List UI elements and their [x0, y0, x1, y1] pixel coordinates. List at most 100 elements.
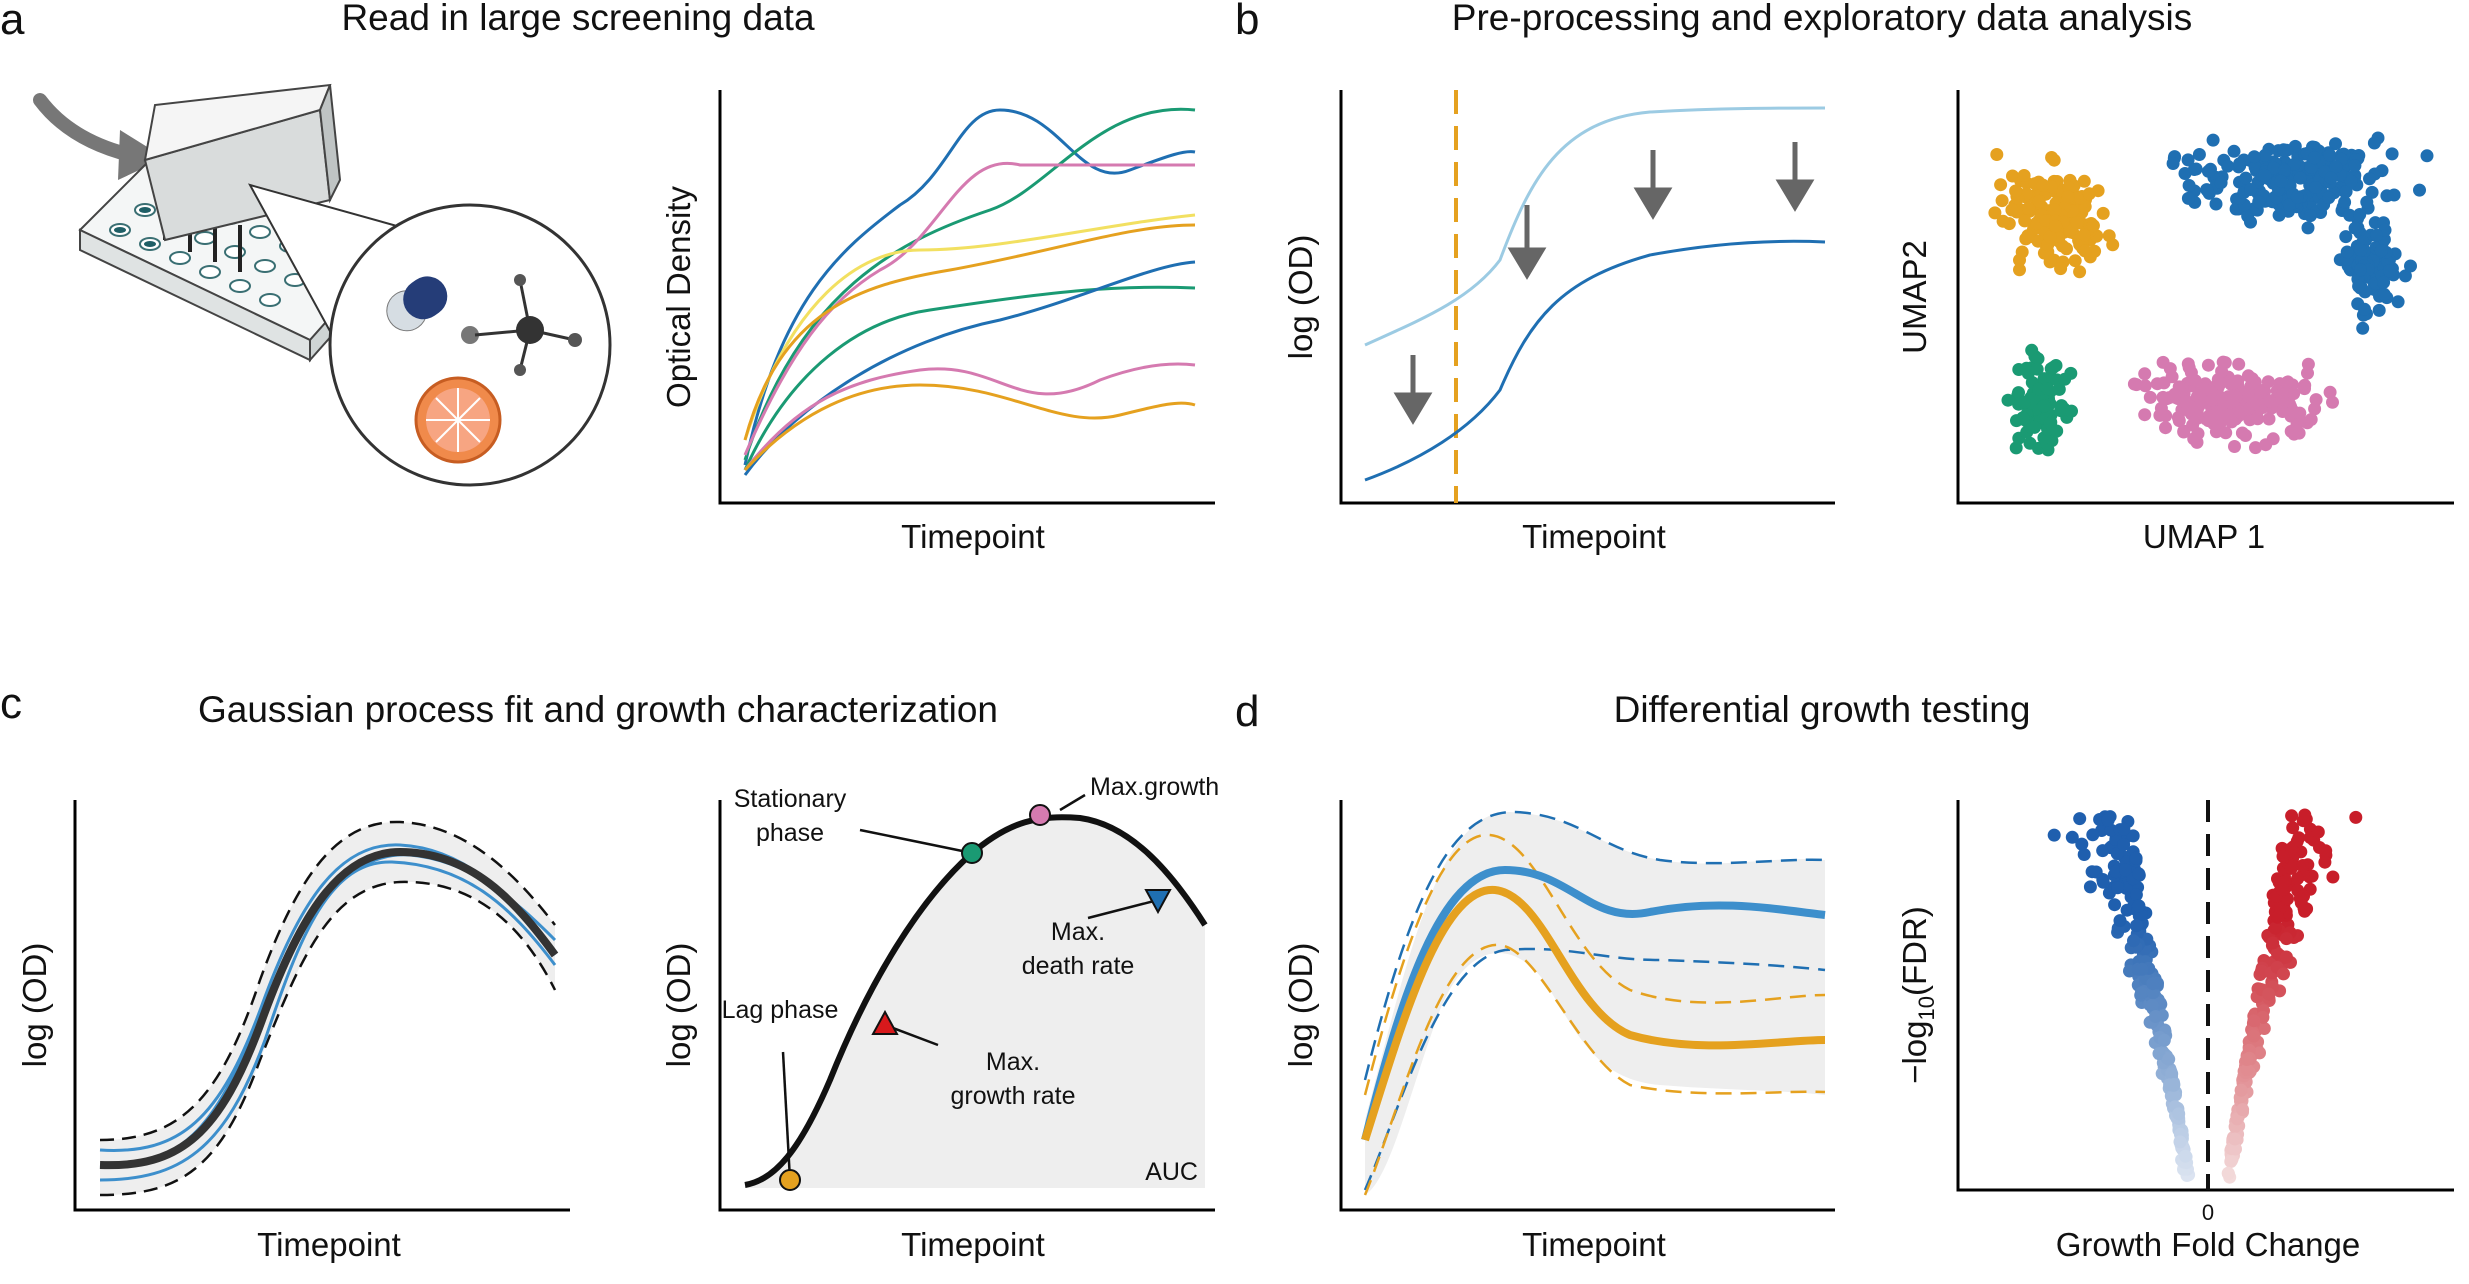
umap-point [2138, 408, 2152, 422]
panel-title-d: Differential growth testing [1614, 689, 2031, 730]
umap-point [2301, 357, 2315, 371]
umap-point [2096, 206, 2110, 220]
umap-point [2374, 244, 2388, 258]
umap-point [2322, 191, 2336, 205]
volcano-point [2319, 844, 2333, 858]
volcano-point [2236, 1103, 2250, 1117]
volcano-point [2268, 921, 2282, 935]
umap-point [2221, 159, 2235, 173]
umap-point [2031, 352, 2045, 366]
max-growth-rate-marker [871, 1009, 899, 1035]
umap-point [2049, 219, 2063, 233]
umap-point [1994, 178, 2008, 192]
volcano-point [2229, 1142, 2242, 1156]
volcano-point [2152, 1047, 2166, 1061]
x-axis-label-volcano: Growth Fold Change [2056, 1226, 2361, 1263]
blue-upper-bound [1363, 810, 1826, 1081]
volcano-point [2077, 848, 2091, 861]
volcano-point [2129, 851, 2143, 865]
umap-point [2272, 208, 2286, 222]
volcano-point [2065, 830, 2079, 844]
umap-point [2088, 244, 2102, 258]
volcano-point [2318, 855, 2332, 869]
umap-point [2143, 390, 2157, 404]
umap-point [2043, 416, 2057, 430]
umap-point [2127, 377, 2141, 391]
umap-point [2192, 148, 2206, 161]
umap-point [2354, 243, 2368, 257]
umap-point [2248, 376, 2262, 390]
umap-point [2086, 219, 2100, 233]
umap-point [2177, 425, 2191, 439]
volcano-point [2228, 1132, 2242, 1146]
umap-point [2353, 208, 2367, 221]
max-death-rate-label-line1: Max. [1051, 918, 1105, 946]
umap-point [2276, 405, 2290, 418]
umap-point [2017, 169, 2031, 182]
series-curve [743, 383, 1196, 472]
volcano-point [2118, 863, 2132, 877]
volcano-point [2224, 1155, 2238, 1168]
umap-point [2323, 385, 2337, 399]
down-arrows [1393, 142, 1815, 425]
volcano-point [2165, 1067, 2179, 1081]
max-growth-rate-label-line1: Max. [986, 1048, 1040, 1076]
umap-point [2258, 168, 2272, 182]
volcano-point [2110, 847, 2124, 860]
volcano-point [2284, 861, 2298, 875]
umap-point [2032, 194, 2046, 208]
replicate-curve [99, 860, 557, 1182]
umap-clusters [1988, 131, 2434, 457]
umap-point [2391, 295, 2405, 309]
plate-reader-illustration [33, 83, 612, 487]
volcano-point [2311, 825, 2325, 839]
volcano-point [2277, 967, 2290, 981]
umap-point [2290, 190, 2304, 204]
umap-point [2293, 171, 2307, 185]
umap-point [2201, 358, 2215, 372]
volcano-point [2240, 1053, 2254, 1066]
umap-point [2070, 216, 2084, 230]
umap-point [2372, 303, 2386, 317]
volcano-point [2086, 828, 2100, 842]
y-axis-label-a: Optical Density [660, 186, 697, 408]
umap-point [2326, 395, 2339, 409]
umap-point [2377, 287, 2391, 301]
umap-point [2252, 195, 2266, 209]
umap-point [2156, 355, 2170, 369]
x-axis-label-b: Timepoint [1522, 518, 1666, 555]
axes-d-diff [1339, 800, 1835, 1212]
max-death-rate-marker [1144, 889, 1172, 915]
panel-title-c: Gaussian process fit and growth characte… [198, 689, 998, 730]
umap-point [2370, 228, 2383, 242]
volcano-point [2167, 1088, 2181, 1102]
umap-point [2206, 133, 2220, 147]
volcano-point [2172, 1107, 2186, 1121]
umap-point [2193, 391, 2207, 404]
volcano-point [2129, 919, 2143, 933]
volcano-point [2326, 870, 2340, 884]
gp-fit-plot: Timepoint log (OD) [16, 800, 570, 1263]
umap-point [2181, 153, 2195, 167]
volcano-plot: 0 Growth Fold Change −log10(FDR) [1896, 800, 2454, 1263]
umap-point [1995, 194, 2009, 208]
volcano-point [2113, 914, 2127, 928]
umap-point [2290, 418, 2304, 431]
mean-fit-curve [99, 847, 559, 1170]
growth-curve [744, 814, 1208, 1188]
volcano-point [2104, 823, 2118, 837]
umap-point [2251, 412, 2265, 426]
x-axis-label-d: Timepoint [1522, 1226, 1666, 1263]
axes-b-log [1339, 90, 1835, 505]
umap-point [2205, 393, 2219, 407]
differential-growth-plot: Timepoint log (OD) [1282, 800, 1835, 1263]
umap-point [2267, 161, 2281, 175]
umap-point [2068, 254, 2082, 268]
umap-point [2324, 171, 2338, 185]
umap-point [2077, 174, 2091, 188]
x-axis-label-a: Timepoint [901, 518, 1045, 555]
umap-point [2220, 408, 2234, 422]
umap-point [2304, 209, 2317, 223]
volcano-point [2096, 875, 2110, 889]
